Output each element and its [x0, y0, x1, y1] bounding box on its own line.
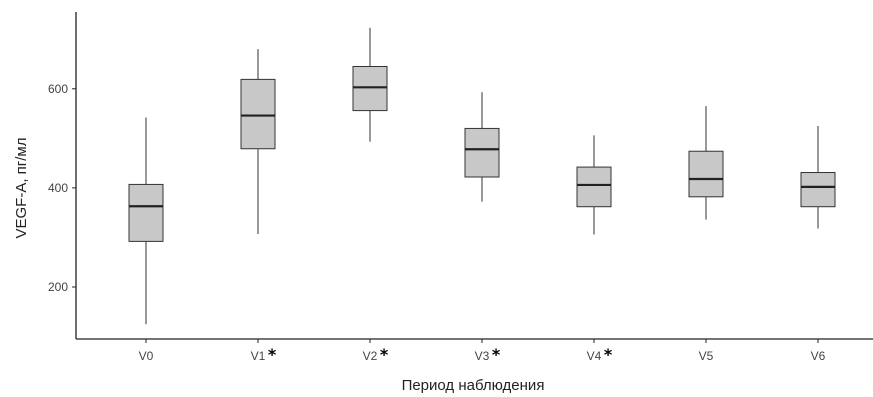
box-v3	[464, 92, 500, 202]
box-v0	[128, 117, 164, 325]
y-tick-label: 200	[48, 280, 68, 294]
y-axis-title: VEGF-A, пг/мл	[13, 137, 30, 238]
y-axis: 200 400 600	[48, 12, 77, 339]
y-tick-label: 600	[48, 82, 68, 96]
significance-marker: *	[380, 345, 389, 364]
iqr-box	[800, 172, 836, 208]
iqr-box	[240, 78, 276, 150]
x-tick-label: V5	[699, 349, 714, 363]
x-axis-title: Период наблюдения	[402, 377, 545, 394]
x-tick-label: V2	[363, 349, 378, 363]
y-tick-label: 400	[48, 181, 68, 195]
significance-marker: *	[604, 345, 613, 364]
x-tick-label: V3	[475, 349, 490, 363]
iqr-box	[128, 183, 164, 242]
x-axis: V0 V1 * V2 * V3 * V4 * V5 V6	[76, 338, 873, 364]
iqr-box	[576, 166, 612, 208]
boxes	[128, 27, 836, 325]
x-tick-label: V6	[811, 349, 826, 363]
iqr-box	[688, 150, 724, 198]
box-v1	[240, 49, 276, 234]
x-tick-label: V4	[587, 349, 602, 363]
box-v5	[688, 106, 724, 220]
x-tick-label: V0	[139, 349, 154, 363]
iqr-box	[352, 66, 388, 112]
significance-marker: *	[268, 345, 277, 364]
x-tick-label: V1	[251, 349, 266, 363]
box-v2	[352, 27, 388, 142]
iqr-box	[464, 127, 500, 178]
significance-marker: *	[492, 345, 501, 364]
box-v4	[576, 135, 612, 235]
box-v6	[800, 125, 836, 229]
